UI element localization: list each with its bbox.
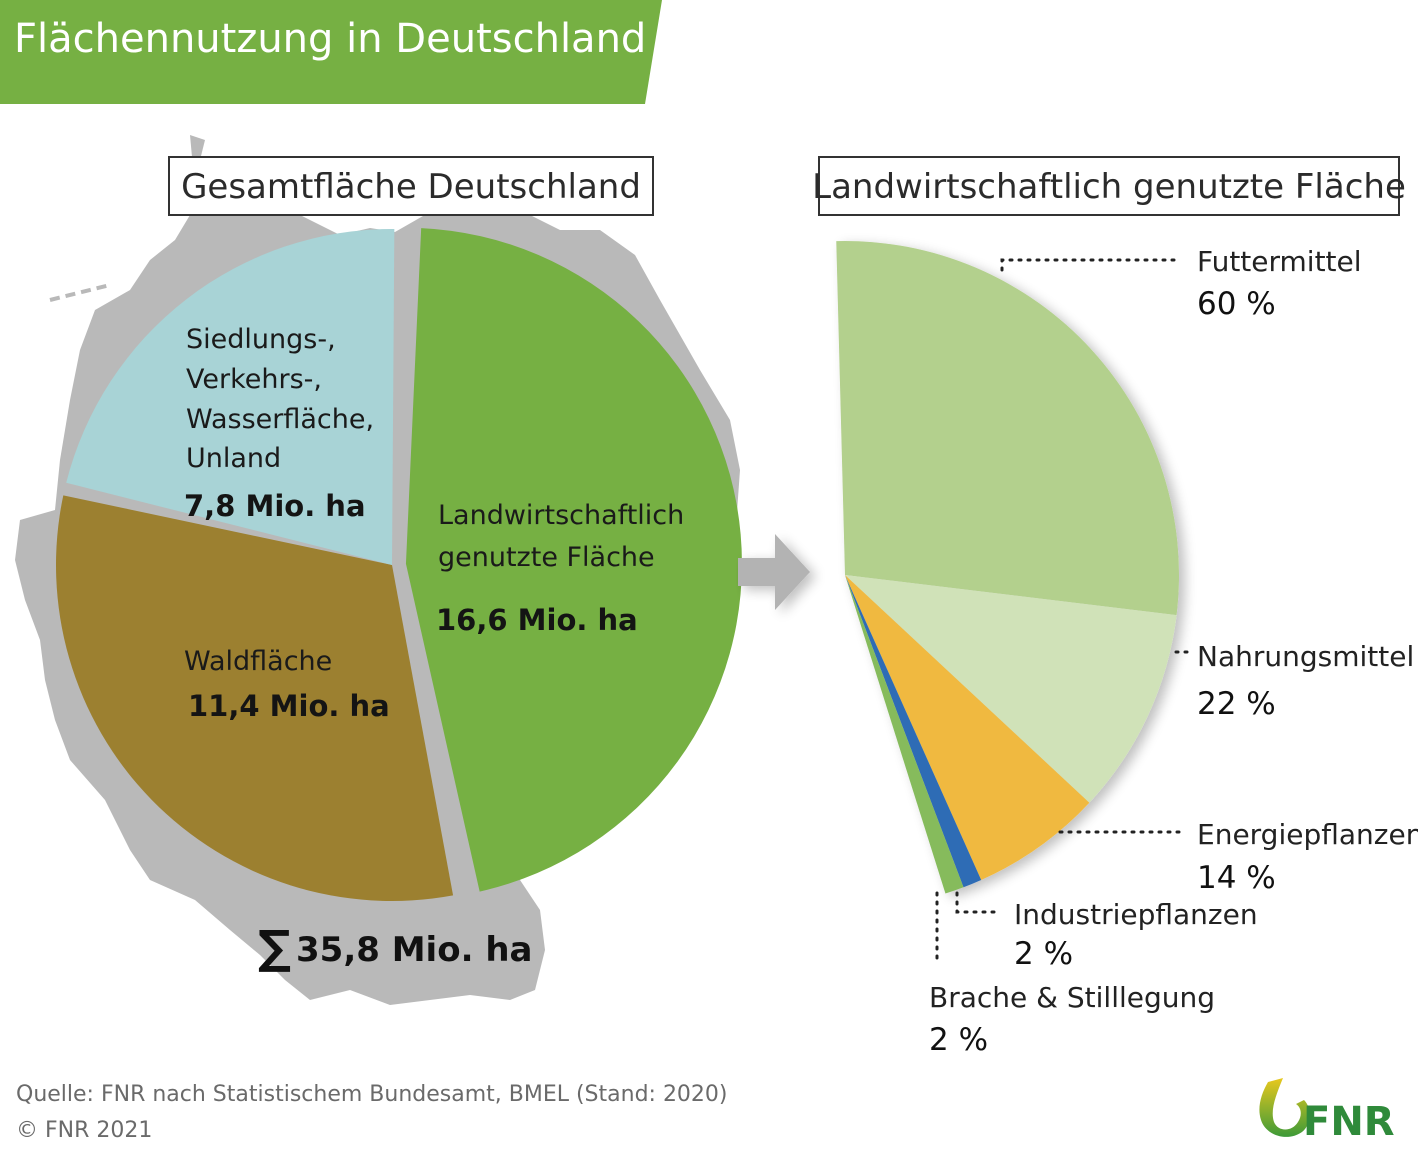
label-futtermittel: Futtermittel	[1197, 245, 1362, 278]
leader-lines	[935, 258, 1192, 964]
value-brache: 2 %	[929, 1022, 988, 1058]
footer: Quelle: FNR nach Statistischem Bundesamt…	[16, 1082, 728, 1143]
label-brache: Brache & Stilllegung	[929, 981, 1215, 1014]
source-text: Quelle: FNR nach Statistischem Bundesamt…	[16, 1082, 728, 1107]
pie-slice-futtermittel	[836, 241, 1179, 616]
left-pie-labels: Siedlungs-, Verkehrs-, Wasserfläche, Unl…	[184, 324, 684, 723]
label-industriepflanzen: Industriepflanzen	[1014, 898, 1258, 931]
arrow-right-icon	[738, 534, 810, 610]
pie-slice-waldfl-che	[56, 495, 454, 902]
slice-label-landwirtschaft-1: Landwirtschaftlich	[438, 500, 684, 531]
fnr-logo: FNR	[1259, 1078, 1395, 1145]
value-energiepflanzen: 14 %	[1197, 860, 1276, 896]
header-banner: Flächennutzung in Deutschland	[0, 0, 662, 104]
right-pie-labels: Futtermittel 60 % Nahrungsmittel 22 % En…	[929, 245, 1418, 1058]
pie-slice-energiepflanzen	[845, 575, 1090, 880]
fnr-logo-text: FNR	[1303, 1099, 1395, 1145]
leader-futtermittel	[1000, 258, 1182, 272]
copyright-text: © FNR 2021	[16, 1118, 152, 1143]
page-title: Flächennutzung in Deutschland	[14, 16, 646, 62]
pie-slice-brache-stilllegung	[845, 575, 964, 894]
value-industriepflanzen: 2 %	[1014, 936, 1073, 972]
right-pie-chart	[836, 241, 1179, 894]
pie-slice-siedlungs-verkehrs-wasserfl-che-unland	[66, 229, 395, 565]
sum-symbol: ∑	[258, 920, 291, 974]
value-nahrungsmittel: 22 %	[1197, 686, 1276, 722]
right-chart-title: Landwirtschaftlich genutzte Fläche	[812, 167, 1406, 207]
slice-label-siedlung-3: Wasserfläche,	[186, 404, 374, 435]
slice-value-wald: 11,4 Mio. ha	[188, 689, 390, 723]
pie-slice-nahrungsmittel	[845, 575, 1177, 803]
total-value: 35,8 Mio. ha	[296, 930, 532, 970]
map-coast-dashes	[49, 283, 111, 302]
slice-label-wald: Waldfläche	[184, 646, 332, 677]
slice-label-siedlung-1: Siedlungs-,	[186, 324, 336, 355]
slice-label-siedlung-2: Verkehrs-,	[186, 364, 322, 395]
fnr-logo-icon	[1259, 1078, 1310, 1137]
label-nahrungsmittel: Nahrungsmittel	[1197, 640, 1414, 673]
left-pie-chart	[56, 228, 742, 902]
header-background	[0, 0, 662, 104]
left-chart-title: Gesamtfläche Deutschland	[181, 167, 641, 207]
pie-slice-industriepflanzen	[845, 575, 982, 888]
leader-industriepflanzen	[955, 891, 1002, 914]
label-energiepflanzen: Energiepflanzen	[1197, 818, 1418, 851]
right-chart-title-box: Landwirtschaftlich genutzte Fläche	[812, 156, 1406, 216]
slice-label-siedlung-4: Unland	[186, 443, 281, 474]
total-area: ∑ 35,8 Mio. ha	[258, 920, 532, 974]
slice-value-landwirtschaft: 16,6 Mio. ha	[436, 603, 638, 637]
slice-label-landwirtschaft-2: genutzte Fläche	[438, 542, 655, 573]
left-chart-title-box: Gesamtfläche Deutschland	[168, 156, 654, 216]
pie-slice-landwirtschaftlich-genutzte-fl-che	[405, 228, 742, 892]
slice-value-siedlung: 7,8 Mio. ha	[184, 489, 366, 523]
value-futtermittel: 60 %	[1197, 286, 1276, 322]
